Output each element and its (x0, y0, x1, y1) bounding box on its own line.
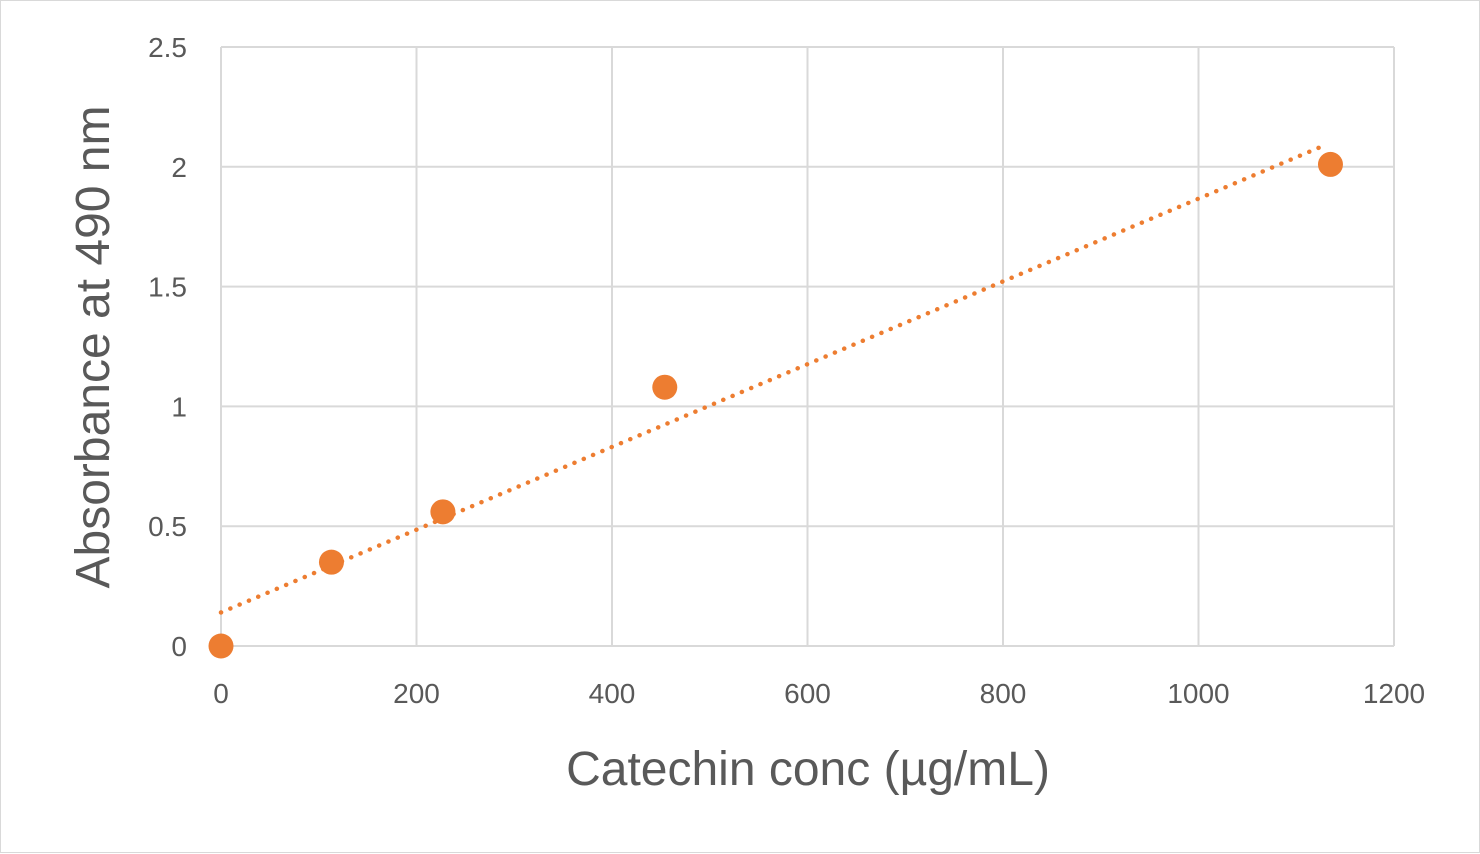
x-tick-label: 200 (393, 678, 440, 709)
gridlines (220, 46, 1395, 647)
y-tick-label: 2 (171, 152, 187, 183)
y-tick-label: 1.5 (148, 272, 187, 303)
y-tick-label: 2.5 (148, 32, 187, 63)
data-point (208, 633, 234, 659)
data-points (208, 151, 1343, 659)
x-tick-label: 1200 (1363, 678, 1425, 709)
x-tick-label: 400 (589, 678, 636, 709)
data-point (1317, 151, 1343, 177)
x-axis-title: Catechin conc (µg/mL) (566, 743, 1050, 796)
linear-trendline (218, 142, 1328, 615)
y-axis-title: Absorbance at 490 nm (67, 106, 120, 589)
y-tick-label: 0 (171, 631, 187, 662)
y-axis-tick-labels: 0 0.5 1 1.5 2 2.5 (148, 32, 187, 662)
y-tick-label: 1 (171, 391, 187, 422)
trendline-group (218, 142, 1328, 615)
x-axis-tick-labels: 0 200 400 600 800 1000 1200 (213, 678, 1425, 709)
x-tick-label: 0 (213, 678, 229, 709)
x-tick-label: 1000 (1167, 678, 1229, 709)
data-point (318, 549, 344, 575)
x-tick-label: 600 (784, 678, 831, 709)
x-tick-label: 800 (980, 678, 1027, 709)
y-tick-label: 0.5 (148, 511, 187, 542)
data-point (652, 374, 678, 400)
data-point (430, 499, 456, 525)
